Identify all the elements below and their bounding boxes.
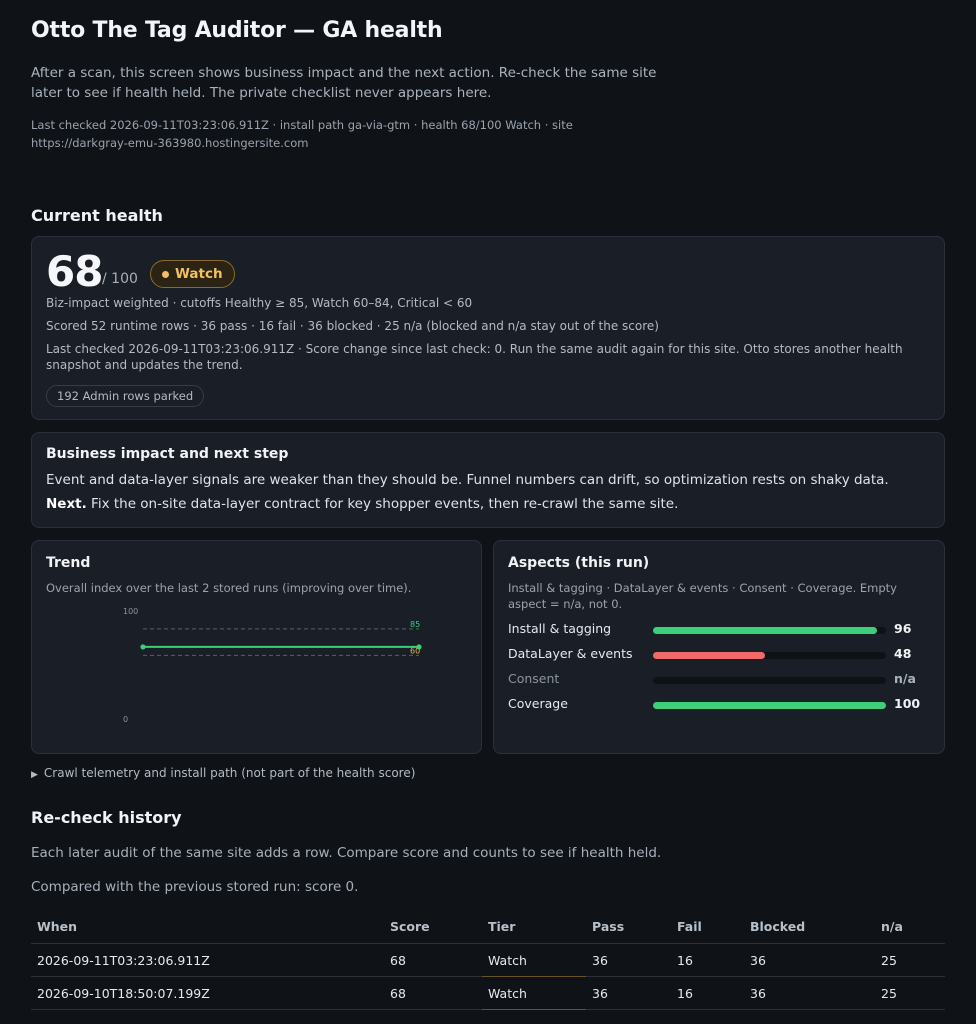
aspect-label: Consent	[508, 671, 560, 686]
business-impact-card: Business impact and next step Event and …	[31, 432, 945, 528]
health-cutoffs: Biz-impact weighted · cutoffs Healthy ≥ …	[46, 296, 473, 310]
next-step-label: Next.	[46, 496, 87, 512]
cell-when: 2026-09-10T18:50:07.199Z	[31, 976, 384, 1010]
reference-line-label: 60	[410, 646, 420, 655]
aspect-label: DataLayer & events	[508, 646, 633, 661]
health-score-denominator: / 100	[102, 271, 138, 287]
cell-blocked: 36	[744, 976, 875, 1010]
cell-na: 25	[875, 976, 945, 1010]
aspect-value: 96	[894, 621, 912, 636]
table-header-row: When Score Tier Pass Fail Blocked n/a	[31, 910, 945, 944]
cell-pass: 36	[586, 943, 671, 977]
aspect-bar-fill	[653, 627, 877, 634]
history-description: Each later audit of the same site adds a…	[31, 845, 662, 861]
page-meta: Last checked 2026-09-11T03:23:06.911Z · …	[31, 118, 573, 150]
aspect-row: DataLayer & events 48	[508, 646, 928, 664]
cell-tier: Watch	[482, 943, 586, 977]
aspect-label: Coverage	[508, 696, 568, 711]
aspect-row: Coverage 100	[508, 696, 928, 714]
admin-rows-parked-badge: 192 Admin rows parked	[46, 385, 205, 407]
cell-score: 68	[384, 976, 482, 1010]
section-title-current-health: Current health	[31, 206, 163, 225]
aspect-bar-fill	[653, 652, 765, 659]
cell-pass: 36	[586, 976, 671, 1010]
aspect-row: Consent n/a	[508, 671, 928, 689]
table-row: 2026-09-10T18:50:07.199Z 68 Watch 36 16 …	[31, 976, 945, 1010]
section-title-recheck-history: Re-check history	[31, 808, 182, 827]
aspect-bar-track	[653, 652, 886, 659]
column-header-score: Score	[384, 910, 482, 944]
cell-na: 25	[875, 943, 945, 977]
next-step: Next. Fix the on-site data-layer contrac…	[46, 496, 678, 512]
cell-blocked: 36	[744, 943, 875, 977]
trend-chart: 100 0 85 60	[123, 607, 422, 724]
disclosure-triangle-icon: ▶	[31, 770, 38, 780]
table-row: 2026-09-11T03:23:06.911Z 68 Watch 36 16 …	[31, 943, 945, 977]
aspects-card: Aspects (this run) Install & tagging · D…	[493, 540, 945, 754]
data-point	[416, 644, 422, 650]
aspect-bar-track	[653, 702, 886, 709]
y-tick-label: 100	[123, 607, 138, 616]
business-impact-title: Business impact and next step	[46, 446, 289, 462]
column-header-blocked: Blocked	[744, 910, 875, 944]
trend-title: Trend	[46, 555, 91, 571]
telemetry-toggle-label: Crawl telemetry and install path (not pa…	[43, 766, 416, 780]
history-compare: Compared with the previous stored run: s…	[31, 879, 359, 895]
trend-subtitle: Overall index over the last 2 stored run…	[46, 581, 412, 595]
aspect-value: 48	[894, 646, 912, 661]
aspects-subtitle: Install & tagging · DataLayer & events ·…	[508, 581, 897, 611]
tier-badge-label: Watch	[175, 266, 223, 282]
health-last-checked: Last checked 2026-09-11T03:23:06.911Z · …	[46, 342, 903, 372]
tier-dot-icon	[162, 270, 169, 278]
page-lead: After a scan, this screen shows business…	[31, 65, 657, 101]
aspect-bar-fill	[653, 702, 886, 709]
reference-line-label: 85	[410, 620, 420, 629]
aspect-value: 100	[894, 696, 921, 711]
trend-card: Trend Overall index over the last 2 stor…	[31, 540, 482, 754]
cell-fail: 16	[671, 943, 744, 977]
cell-fail: 16	[671, 976, 744, 1010]
aspects-title: Aspects (this run)	[508, 555, 650, 571]
data-point	[140, 644, 146, 650]
cell-tier: Watch	[482, 976, 586, 1010]
y-tick-label: 0	[123, 715, 128, 724]
column-header-fail: Fail	[671, 910, 744, 944]
history-table: When Score Tier Pass Fail Blocked n/a 20…	[31, 910, 945, 1010]
cell-when: 2026-09-11T03:23:06.911Z	[31, 943, 384, 977]
aspect-label: Install & tagging	[508, 621, 612, 636]
aspect-bar-track	[653, 627, 886, 634]
health-score: 68	[46, 247, 103, 296]
column-header-tier: Tier	[482, 910, 586, 944]
aspect-bar-track	[653, 677, 886, 684]
aspect-value: n/a	[894, 671, 916, 686]
business-impact-text: Event and data-layer signals are weaker …	[46, 472, 889, 488]
cell-score: 68	[384, 943, 482, 977]
aspect-row: Install & tagging 96	[508, 621, 928, 639]
health-card: 68 / 100 Watch Biz-impact weighted · cut…	[31, 236, 945, 420]
tier-badge: Watch	[150, 260, 235, 288]
column-header-na: n/a	[875, 910, 945, 944]
page-title: Otto The Tag Auditor — GA health	[31, 18, 443, 43]
health-counts: Scored 52 runtime rows · 36 pass · 16 fa…	[46, 319, 659, 333]
column-header-when: When	[31, 910, 384, 944]
next-step-text: Fix the on-site data-layer contract for …	[86, 496, 679, 512]
telemetry-toggle[interactable]: ▶ Crawl telemetry and install path (not p…	[31, 766, 415, 780]
column-header-pass: Pass	[586, 910, 671, 944]
